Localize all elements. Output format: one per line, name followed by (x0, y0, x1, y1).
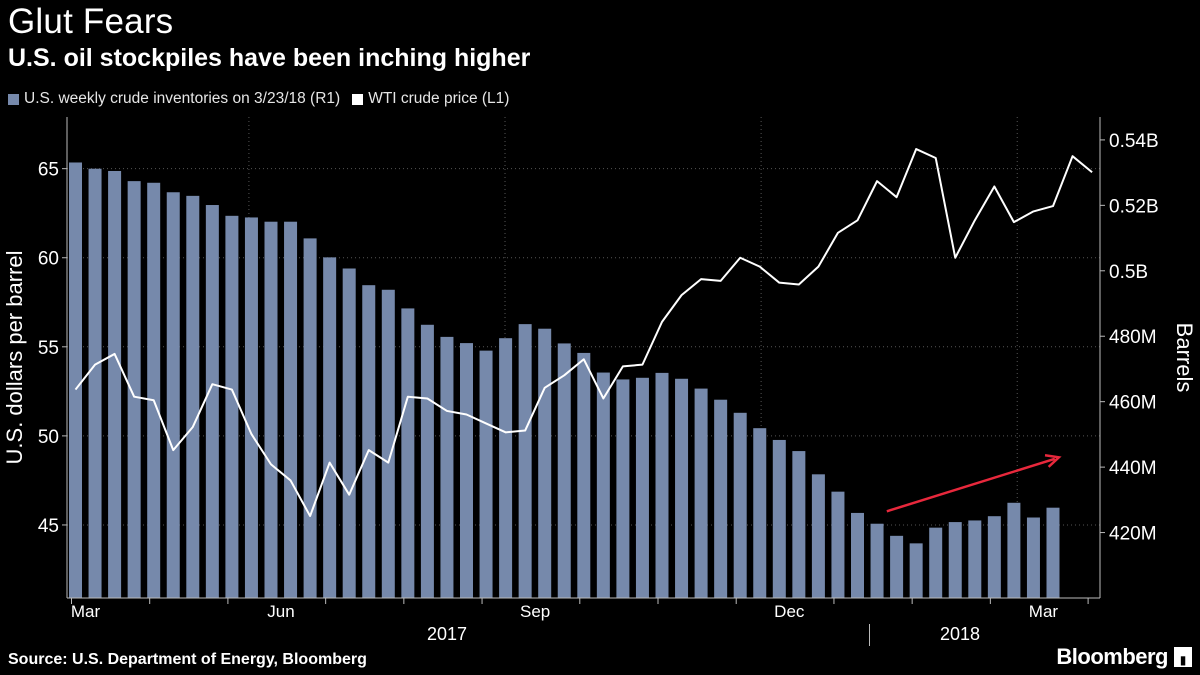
inventory-bar (147, 182, 161, 598)
inventory-bar (460, 343, 473, 598)
right-tick-label: 420M (1109, 524, 1157, 545)
inventory-bar (929, 527, 943, 598)
wti-price-line (74, 148, 1093, 518)
left-tick-label: 60 (38, 249, 59, 270)
trend-arrow-shaft (886, 457, 1056, 513)
left-axis-title: U.S. dollars per barrel (2, 251, 27, 465)
inventory-bar (342, 268, 356, 598)
inventory-bar (323, 257, 337, 598)
legend-item-inventories: U.S. weekly crude inventories on 3/23/18… (8, 90, 340, 108)
x-month-label: Mar (1029, 602, 1059, 621)
inventory-bar (166, 192, 180, 599)
inventory-bar (538, 328, 552, 598)
inventory-bar (714, 399, 728, 598)
inventory-bar (909, 543, 923, 598)
inventory-bar (655, 372, 669, 598)
right-tick-label: 440M (1109, 458, 1157, 479)
inventory-bar (440, 336, 454, 598)
inventory-bar (577, 352, 591, 598)
inventory-bar (499, 338, 513, 598)
bloomberg-logo: Bloomberg (1056, 644, 1168, 669)
inventory-bar (401, 308, 415, 598)
inventory-bar (479, 350, 493, 598)
inventory-bar (792, 451, 806, 598)
inventory-bar (616, 379, 630, 598)
left-tick-label: 55 (38, 338, 59, 359)
inventory-bar (225, 215, 239, 598)
x-month-label: Mar (71, 602, 101, 621)
inventory-bar (831, 491, 845, 598)
inventory-bar (675, 378, 689, 598)
inventory-bar (1026, 517, 1040, 598)
right-tick-label: 460M (1109, 393, 1157, 414)
year-label-2018: 2018 (940, 624, 980, 644)
inventory-bar (362, 285, 376, 598)
inventory-bar (381, 289, 395, 598)
left-tick-label: 50 (38, 427, 59, 448)
right-tick-label: 0.54B (1109, 131, 1159, 152)
inventory-bar (264, 221, 278, 598)
trend-arrow-head (1044, 454, 1062, 468)
inventory-bar (851, 512, 864, 598)
inventory-bar (108, 170, 122, 598)
inventory-bar (1007, 502, 1021, 598)
inventory-bar (694, 388, 708, 598)
year-label-2017: 2017 (427, 624, 467, 644)
inventory-bar (968, 520, 982, 598)
right-tick-label: 0.52B (1109, 196, 1159, 217)
right-tick-label: 480M (1109, 327, 1157, 348)
inventory-bar (890, 535, 904, 598)
legend-label-inventories: U.S. weekly crude inventories on 3/23/18… (24, 90, 341, 107)
legend: U.S. weekly crude inventories on 3/23/18… (8, 90, 509, 108)
bloomberg-chart-icon: ▮ (1174, 647, 1192, 667)
legend-item-wti: WTI crude price (L1) (352, 90, 509, 108)
right-tick-label: 0.5B (1109, 262, 1148, 283)
source-note: Source: U.S. Department of Energy, Bloom… (8, 651, 367, 668)
x-month-label: Dec (774, 602, 805, 621)
inventory-bar (948, 522, 962, 598)
inventory-bar (244, 217, 258, 598)
inventory-bar (733, 412, 747, 598)
legend-swatch-line (352, 93, 364, 105)
left-tick-label: 65 (38, 160, 59, 181)
chart-subtitle: U.S. oil stockpiles have been inching hi… (8, 44, 531, 72)
legend-label-wti: WTI crude price (L1) (368, 90, 510, 107)
inventory-bar (557, 343, 571, 598)
left-tick-label: 45 (38, 516, 59, 537)
inventory-bar (186, 195, 200, 598)
inventory-bar (420, 324, 434, 598)
inventory-bar (88, 168, 102, 598)
inventory-bar (987, 516, 1001, 598)
inventory-bar (284, 221, 298, 598)
inventory-bar (772, 439, 786, 598)
x-month-label: Sep (520, 602, 550, 621)
inventory-bar (596, 372, 610, 598)
inventory-bar (753, 428, 767, 598)
inventory-bar (1046, 507, 1060, 598)
right-axis-title: Barrels (1172, 323, 1197, 393)
chart-title: Glut Fears (8, 2, 174, 41)
inventory-bar (303, 238, 317, 598)
inventory-bar (870, 523, 884, 598)
inventory-bar (205, 205, 219, 599)
x-month-label: Jun (267, 602, 294, 621)
inventory-bar (518, 324, 532, 598)
inventory-bar (635, 377, 649, 598)
inventory-bar (811, 474, 825, 598)
inventory-bar (69, 162, 82, 599)
brand: Bloomberg ▮ (1056, 644, 1192, 670)
inventory-bar (127, 181, 141, 598)
legend-swatch-bar (8, 93, 19, 105)
